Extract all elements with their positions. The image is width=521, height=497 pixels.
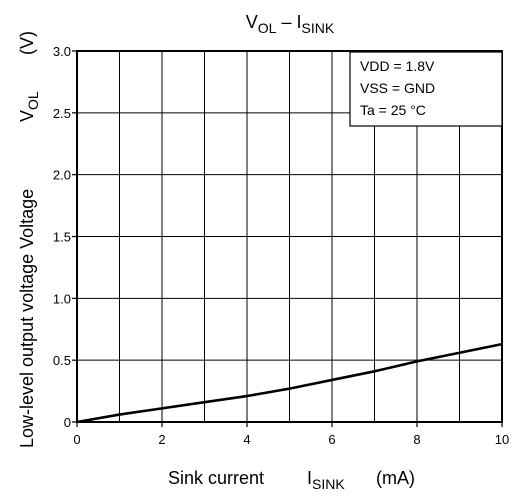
condition-box-frame [349,51,503,127]
chart-title: VOL – ISINK [246,12,335,36]
y-tick-label: 0 [64,415,71,430]
y-axis-unit-text: (V) [17,31,37,55]
x-tick-label: 0 [73,432,80,447]
y-tick-labels: 0 0.5 1.0 1.5 2.0 2.5 3.0 [53,44,77,430]
y-tick-label: 1.5 [53,230,71,245]
x-tick-label: 4 [243,432,250,447]
x-tick-label: 8 [413,432,420,447]
y-axis-symbol: VOL [17,91,41,122]
y-tick-label: 3.0 [53,44,71,59]
x-axis-symbol: ISINK [307,468,345,492]
y-axis-unit: (V) [17,31,37,55]
condition-vss: VSS = GND [360,80,435,96]
y-tick-label: 0.5 [53,353,71,368]
x-tick-label: 6 [328,432,335,447]
x-axis-unit: (mA) [376,468,415,488]
condition-ta: Ta = 25 °C [360,102,426,118]
y-axis-symbol-text: VOL [17,91,41,122]
y-axis-label: Low-level output voltage Voltage [17,189,37,448]
y-tick-label: 2.5 [53,106,71,121]
x-tick-labels: 0 2 4 6 8 10 [73,422,509,447]
x-tick-label: 10 [495,432,509,447]
series-layer [76,342,503,424]
x-axis-label: Sink current [168,468,264,488]
series-line [76,342,503,424]
y-tick-label: 1.0 [53,291,71,306]
y-axis-label-text: Low-level output voltage Voltage [17,189,37,448]
condition-vdd: VDD = 1.8V [360,58,435,74]
x-tick-label: 2 [158,432,165,447]
plot-frame [76,50,503,423]
condition-box: VDD = 1.8V VSS = GND Ta = 25 °C [349,51,503,127]
y-tick-label: 2.0 [53,168,71,183]
